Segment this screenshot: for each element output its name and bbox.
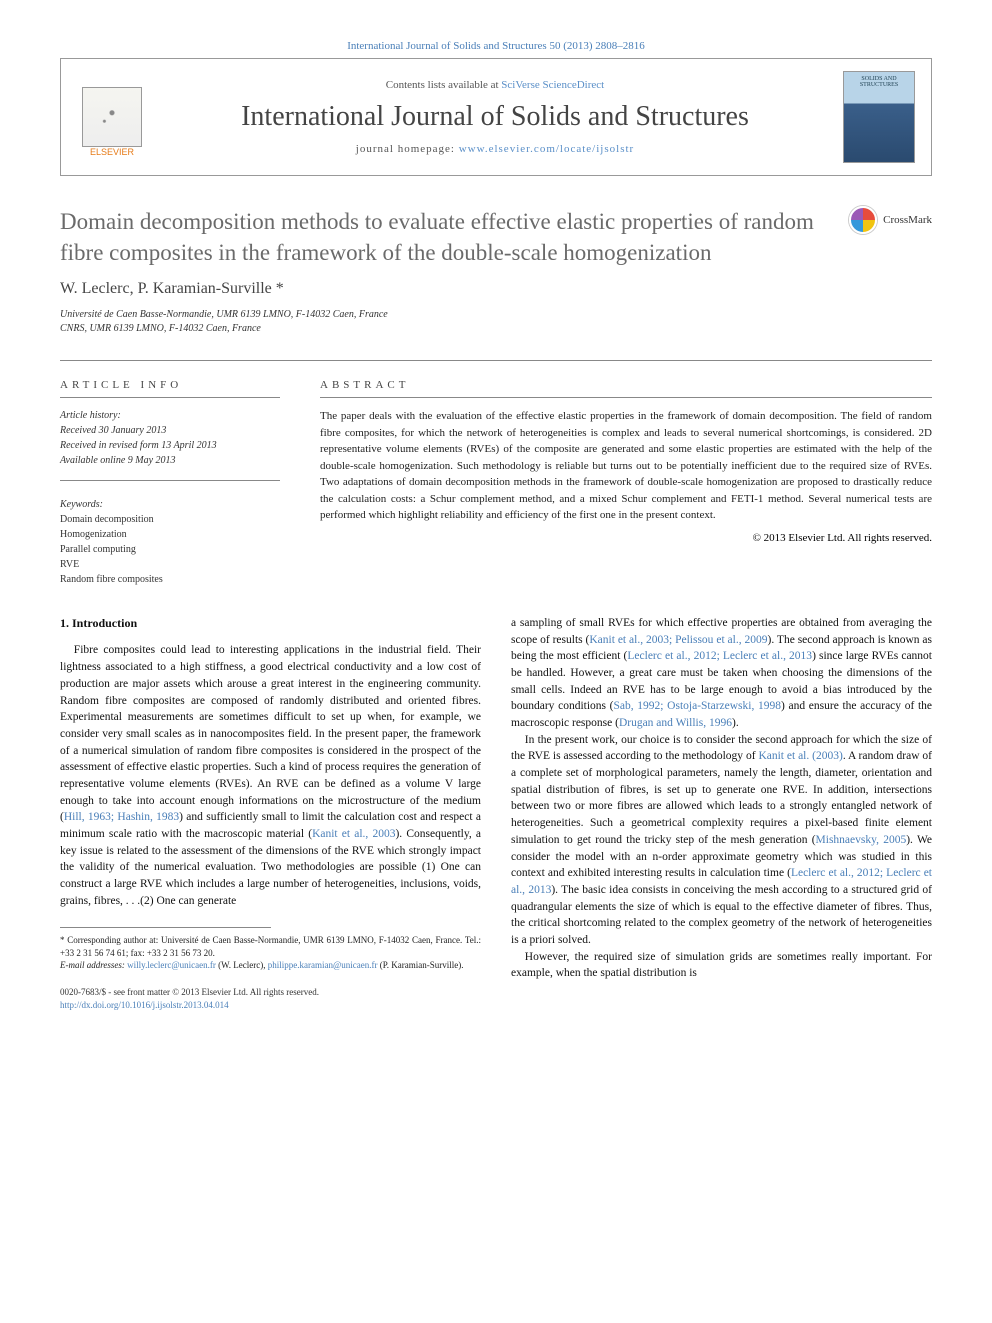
paragraph: a sampling of small RVEs for which effec… (511, 615, 932, 732)
journal-title: International Journal of Solids and Stru… (163, 101, 827, 133)
elsevier-tree-icon (82, 87, 142, 147)
abstract-label: ABSTRACT (320, 379, 932, 398)
authors: W. Leclerc, P. Karamian-Surville * (60, 280, 932, 298)
body-text: Fibre composites could lead to interesti… (60, 644, 481, 823)
paragraph: However, the required size of simulation… (511, 949, 932, 982)
body-text: (W. Leclerc), (218, 960, 268, 970)
crossmark-icon (849, 206, 877, 234)
homepage-prefix: journal homepage: (356, 143, 459, 155)
affiliations: Université de Caen Basse-Normandie, UMR … (60, 308, 932, 336)
doi-link[interactable]: http://dx.doi.org/10.1016/j.ijsolstr.201… (60, 1000, 229, 1010)
body-text: However, the required size of simulation… (511, 951, 932, 980)
page: International Journal of Solids and Stru… (0, 0, 992, 1051)
info-abstract-row: ARTICLE INFO Article history: Received 3… (60, 360, 932, 587)
crossmark-badge[interactable]: CrossMark (849, 206, 932, 234)
section-heading: 1. Introduction (60, 615, 481, 632)
author-list: W. Leclerc, P. Karamian-Surville (60, 280, 272, 297)
abstract: ABSTRACT The paper deals with the evalua… (320, 379, 932, 587)
crossmark-label: CrossMark (883, 214, 932, 226)
citation-link[interactable]: Hill, 1963; Hashin, 1983 (64, 811, 179, 823)
body-text: ). The basic idea consists in conceiving… (511, 884, 932, 946)
body-columns: 1. Introduction Fibre composites could l… (60, 615, 932, 1011)
journal-banner: ELSEVIER Contents lists available at Sci… (60, 58, 932, 176)
keywords-block: Keywords: Domain decomposition Homogeniz… (60, 497, 280, 587)
contents-prefix: Contents lists available at (386, 79, 501, 91)
email-link[interactable]: willy.leclerc@unicaen.fr (127, 960, 216, 970)
citation-link[interactable]: International Journal of Solids and Stru… (347, 40, 645, 52)
corresponding-star[interactable]: * (276, 280, 284, 297)
citation-link[interactable]: Leclerc et al., 2012; Leclerc et al., 20… (627, 650, 812, 662)
copyright: © 2013 Elsevier Ltd. All rights reserved… (320, 532, 932, 544)
footnotes: * Corresponding author at: Université de… (60, 934, 481, 972)
email-link[interactable]: philippe.karamian@unicaen.fr (268, 960, 378, 970)
body-text: ). (732, 717, 739, 729)
homepage-line: journal homepage: www.elsevier.com/locat… (163, 143, 827, 155)
journal-center: Contents lists available at SciVerse Sci… (163, 79, 827, 155)
article-title: Domain decomposition methods to evaluate… (60, 206, 820, 268)
keyword: Domain decomposition (60, 514, 154, 525)
column-right: a sampling of small RVEs for which effec… (511, 615, 932, 1011)
sciencedirect-link[interactable]: SciVerse ScienceDirect (501, 79, 604, 91)
citation-link[interactable]: Kanit et al. (2003) (758, 750, 842, 762)
contents-line: Contents lists available at SciVerse Sci… (163, 79, 827, 91)
column-left: 1. Introduction Fibre composites could l… (60, 615, 481, 1011)
email-label: E-mail addresses: (60, 960, 127, 970)
info-label: ARTICLE INFO (60, 379, 280, 398)
publisher-name: ELSEVIER (90, 147, 134, 157)
keyword: Homogenization (60, 529, 127, 540)
keywords-label: Keywords: (60, 497, 280, 512)
bottom-line: 0020-7683/$ - see front matter © 2013 El… (60, 986, 481, 1011)
citation-link[interactable]: Kanit et al., 2003; Pelissou et al., 200… (589, 634, 767, 646)
issn-line: 0020-7683/$ - see front matter © 2013 El… (60, 986, 481, 999)
body-text: (P. Karamian-Surville). (380, 960, 464, 970)
footnote-separator (60, 927, 271, 934)
received-date: Received 30 January 2013 (60, 425, 166, 436)
paragraph: In the present work, our choice is to co… (511, 732, 932, 949)
keyword: Parallel computing (60, 544, 136, 555)
history-block: Article history: Received 30 January 201… (60, 408, 280, 481)
email-footnote: E-mail addresses: willy.leclerc@unicaen.… (60, 959, 481, 972)
citation-link[interactable]: Drugan and Willis, 1996 (619, 717, 732, 729)
corresponding-footnote: * Corresponding author at: Université de… (60, 934, 481, 959)
history-label: Article history: (60, 408, 280, 423)
affiliation-1: Université de Caen Basse-Normandie, UMR … (60, 308, 932, 322)
citation-link[interactable]: Mishnaevsky, 2005 (816, 834, 907, 846)
body-text: . A random draw of a complete set of mor… (511, 750, 932, 845)
online-date: Available online 9 May 2013 (60, 455, 176, 466)
article-header: Domain decomposition methods to evaluate… (60, 206, 932, 268)
citation-link[interactable]: Sab, 1992; Ostoja-Starzewski, 1998 (614, 700, 782, 712)
running-header: International Journal of Solids and Stru… (60, 40, 932, 52)
abstract-text: The paper deals with the evaluation of t… (320, 408, 932, 524)
paragraph: Fibre composites could lead to interesti… (60, 642, 481, 909)
citation-link[interactable]: Kanit et al., 2003 (312, 828, 395, 840)
keyword: Random fibre composites (60, 574, 163, 585)
homepage-link[interactable]: www.elsevier.com/locate/ijsolstr (459, 143, 634, 155)
affiliation-2: CNRS, UMR 6139 LMNO, F-14032 Caen, Franc… (60, 322, 932, 336)
publisher-logo[interactable]: ELSEVIER (77, 77, 147, 157)
article-info: ARTICLE INFO Article history: Received 3… (60, 379, 280, 587)
keyword: RVE (60, 559, 79, 570)
revised-date: Received in revised form 13 April 2013 (60, 440, 217, 451)
journal-cover-thumb[interactable]: SOLIDS AND STRUCTURES (843, 71, 915, 163)
